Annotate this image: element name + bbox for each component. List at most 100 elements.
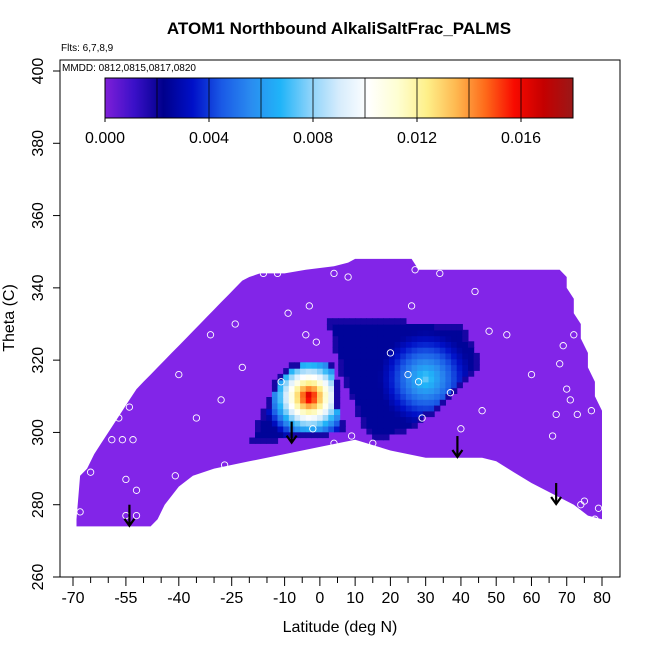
heatmap-cell [405, 393, 413, 400]
heatmap-cell [445, 393, 452, 400]
heatmap-cell [417, 341, 424, 348]
heatmap-cell [334, 397, 341, 404]
heatmap-cell [445, 347, 452, 354]
heatmap-cell [428, 399, 435, 406]
heatmap-cell [383, 387, 390, 394]
heatmap-cell [277, 402, 284, 410]
heatmap-cell [411, 381, 418, 389]
heatmap-cell [428, 376, 435, 383]
heatmap-cell [434, 405, 441, 412]
heatmap-cell [422, 410, 429, 418]
heatmap-cell [305, 431, 312, 439]
sample-point [277, 378, 285, 386]
sample-point [471, 287, 479, 296]
heatmap-cell [300, 414, 307, 421]
heatmap-cell [422, 381, 429, 389]
heatmap-cell [462, 364, 469, 371]
heatmap-cell [305, 391, 312, 398]
heatmap-cell [462, 358, 469, 366]
heatmap-cell [439, 364, 446, 371]
heatmap-cell [372, 341, 379, 348]
heatmap-cell [328, 379, 335, 387]
heatmap-cell [360, 405, 367, 412]
heatmap-cell [405, 410, 413, 418]
heatmap-cell [366, 324, 373, 331]
heatmap-cell [451, 352, 458, 360]
heatmap-cell [271, 414, 279, 421]
y-tick-label: 300 [30, 419, 47, 446]
heatmap-cell [349, 347, 356, 354]
heatmap-cell [328, 362, 335, 369]
heatmap-cell [322, 391, 329, 398]
heatmap-cell [468, 358, 475, 366]
heatmap-cell [434, 347, 441, 354]
heatmap-cell [439, 399, 446, 406]
sample-point [503, 331, 511, 339]
heatmap-cell [311, 385, 318, 392]
heatmap-cell [372, 358, 379, 366]
heatmap-cell [389, 405, 396, 412]
heatmap-cell [277, 391, 284, 398]
heatmap-cell [294, 379, 301, 387]
heatmap-cell [294, 420, 301, 427]
heatmap-cell [451, 370, 458, 377]
sample-point [347, 432, 356, 440]
heatmap-cell [334, 408, 341, 415]
heatmap-cell [322, 431, 329, 439]
heatmap-cell [372, 376, 379, 383]
heatmap-cell [271, 431, 279, 439]
heatmap-cell [283, 373, 290, 381]
heatmap-cell [422, 324, 429, 331]
heatmap-cell [383, 399, 390, 406]
heatmap-cell [355, 405, 362, 412]
sample-point [563, 385, 571, 393]
sample-point [125, 403, 134, 411]
heatmap-cell [439, 352, 446, 360]
heatmap-cell [355, 387, 362, 394]
heatmap-cell [394, 364, 401, 371]
heatmap-cell [462, 329, 469, 337]
heatmap-cell [434, 341, 441, 348]
heatmap-cell [332, 341, 339, 348]
x-tick-label: 10 [346, 590, 364, 607]
heatmap-cell [328, 408, 335, 415]
heatmap-cell [334, 414, 341, 421]
heatmap-cell [400, 335, 407, 342]
heatmap-cell [300, 425, 307, 433]
heatmap-cell [311, 402, 318, 410]
sample-point [284, 309, 292, 317]
heatmap-cell [400, 410, 407, 418]
colorbar-gradient [104, 77, 574, 119]
heatmap-cell [428, 405, 435, 412]
heatmap-cell [360, 341, 367, 348]
heatmap-cell [360, 376, 367, 383]
heatmap-cell [383, 352, 390, 360]
heatmap-cell [311, 368, 318, 375]
heatmap-cell [417, 405, 424, 412]
heatmap-cell [434, 364, 441, 371]
heatmap-cell [326, 318, 334, 325]
heatmap-cell [338, 335, 345, 342]
heatmap-cell [366, 335, 373, 342]
heatmap-cell [428, 352, 435, 360]
heatmap-cell [338, 347, 345, 354]
heatmap-cell [434, 335, 441, 342]
heatmap-cell [405, 422, 413, 429]
heatmap-cell [383, 381, 390, 389]
heatmap-cell [343, 381, 350, 389]
heatmap-cell [338, 358, 345, 366]
heatmap-cell [394, 324, 401, 331]
heatmap-cell [360, 358, 367, 366]
heatmap-cell [462, 347, 469, 354]
heatmap-cell [439, 381, 446, 389]
heatmap-cell [462, 341, 469, 348]
heatmap-cell [349, 341, 356, 348]
heatmap-cell [317, 397, 324, 404]
heatmap-cell [355, 324, 362, 331]
sample-point [548, 432, 557, 440]
heatmap-cell [372, 428, 379, 435]
heatmap-cell [294, 431, 301, 439]
heatmap-cell [300, 397, 307, 404]
heatmap-cell [277, 431, 284, 439]
heatmap-cell [366, 393, 373, 400]
